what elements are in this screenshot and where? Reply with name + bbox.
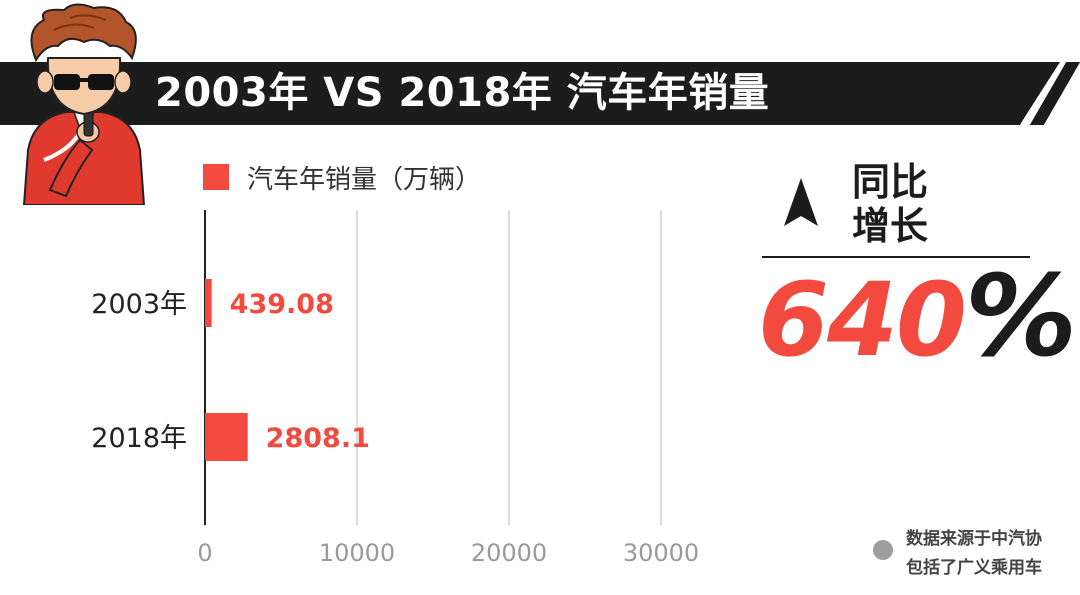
chart-legend: 汽车年销量（万辆） bbox=[203, 160, 482, 195]
y-category-label: 2018年 bbox=[91, 423, 187, 454]
growth-label-line1: 同比 bbox=[852, 160, 929, 204]
legend-label: 汽车年销量（万辆） bbox=[247, 164, 482, 195]
source-line-1: 数据来源于中汽协 bbox=[906, 529, 1042, 549]
page-title: 2003年 VS 2018年 汽车年销量 bbox=[155, 70, 770, 116]
x-tick-label: 30000 bbox=[623, 539, 699, 567]
bar-value-label: 2808.1 bbox=[266, 423, 370, 454]
growth-divider bbox=[762, 256, 1030, 258]
growth-label: 同比 增长 bbox=[852, 160, 928, 248]
mascot-avatar bbox=[22, 3, 146, 205]
title-banner bbox=[0, 62, 1060, 125]
x-tick-label: 20000 bbox=[471, 539, 547, 567]
growth-label-line2: 增长 bbox=[852, 204, 929, 248]
growth-percentage: 640% bbox=[758, 261, 1077, 376]
y-category-label: 2003年 bbox=[91, 289, 187, 320]
bar bbox=[205, 279, 212, 327]
bar-value-label: 439.08 bbox=[230, 289, 334, 320]
percent-sign: % bbox=[964, 252, 1077, 382]
source-bullet-icon bbox=[873, 540, 893, 560]
up-arrow-icon bbox=[784, 178, 818, 226]
legend-swatch bbox=[203, 164, 229, 190]
x-tick-label: 0 bbox=[197, 539, 212, 567]
growth-number: 640 bbox=[758, 261, 967, 380]
x-tick-label: 10000 bbox=[319, 539, 395, 567]
bar bbox=[205, 413, 248, 461]
source-line-2: 包括了广义乘用车 bbox=[906, 558, 1042, 578]
